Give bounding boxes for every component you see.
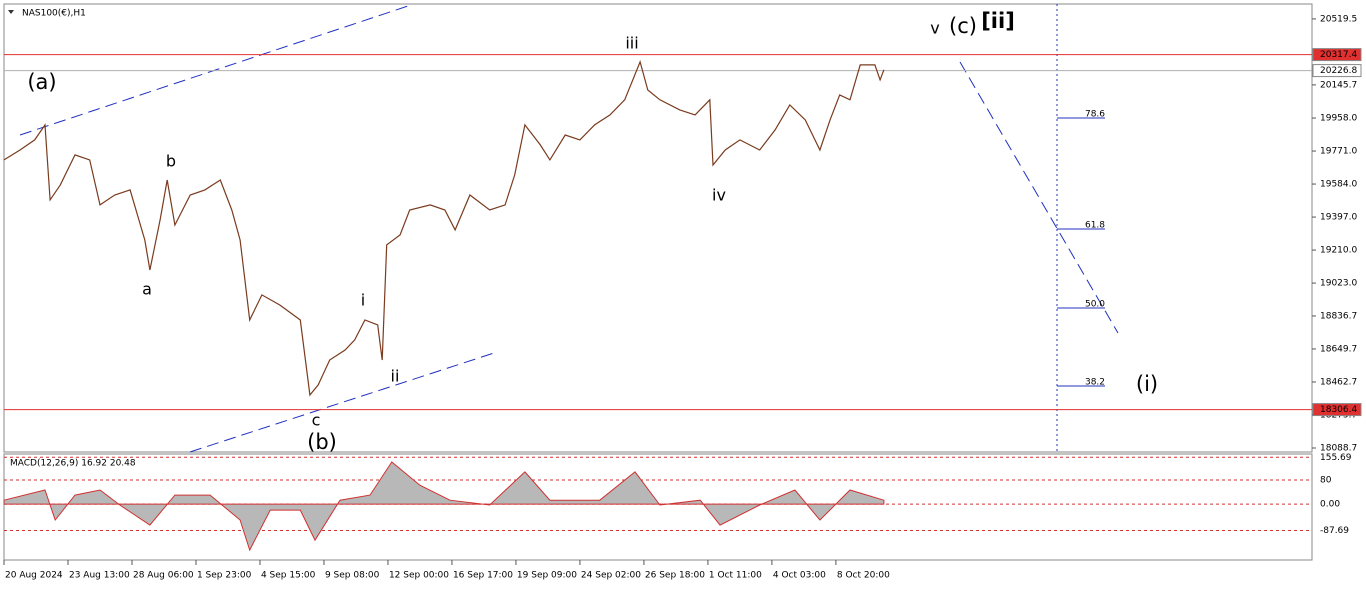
y-tick-label: 19210.0 <box>1320 246 1357 256</box>
price-label-box <box>1312 48 1362 62</box>
y-tick-label: 18088.7 <box>1320 443 1357 453</box>
wave-label: ii <box>391 367 400 386</box>
y-tick-label: 0.00 <box>1320 500 1340 510</box>
x-tick-label: 16 Sep 17:00 <box>453 571 513 581</box>
y-tick-label: 19023.0 <box>1320 279 1357 289</box>
x-tick-label: 26 Sep 18:00 <box>645 571 705 581</box>
channel-line <box>189 352 495 453</box>
wave-label: 78.6 <box>1085 110 1105 120</box>
x-tick-label: 24 Sep 02:00 <box>581 571 641 581</box>
y-tick-label: 19397.0 <box>1320 213 1357 223</box>
wave-label: c <box>312 411 321 430</box>
price-level-label: 20317.4 <box>1320 50 1357 60</box>
wave-label: (b) <box>307 430 337 454</box>
wave-label: iii <box>625 34 638 53</box>
y-tick-label: 20145.7 <box>1320 80 1357 90</box>
y-tick-label: 19771.0 <box>1320 147 1357 157</box>
x-tick-label: 8 Oct 20:00 <box>837 571 890 581</box>
projection-line <box>959 61 1119 334</box>
x-tick-label: 1 Sep 23:00 <box>197 571 252 581</box>
x-tick-label: 20 Aug 2024 <box>5 571 63 581</box>
menu-arrow <box>8 10 14 14</box>
y-tick-label: 18649.7 <box>1320 344 1357 354</box>
wave-label: 50.0 <box>1085 300 1105 310</box>
main-panel <box>3 3 1313 453</box>
x-tick-label: 1 Oct 11:00 <box>709 571 762 581</box>
y-tick-label: -87.69 <box>1320 526 1349 536</box>
wave-label: i <box>361 291 365 310</box>
macd-area <box>3 461 885 552</box>
indicator-title: MACD(12,26,9) 16.92 20.48 <box>10 459 136 469</box>
indicator-panel <box>3 453 1313 561</box>
price-label-box <box>1312 64 1362 78</box>
price-label-box <box>1312 403 1362 417</box>
wave-label: (a) <box>27 70 56 94</box>
wave-label: v <box>930 19 939 38</box>
y-tick-label: 19958.0 <box>1320 114 1357 124</box>
wave-label: 38.2 <box>1085 378 1105 388</box>
wave-label: iv <box>712 186 726 205</box>
wave-label: a <box>142 280 152 299</box>
y-tick-label: 155.69 <box>1320 453 1352 463</box>
y-tick-label: 18462.7 <box>1320 377 1357 387</box>
price-level-label: 18306.4 <box>1320 405 1357 415</box>
x-tick-label: 28 Aug 06:00 <box>133 571 194 581</box>
y-tick-label: 20519.5 <box>1320 14 1357 24</box>
y-tick-label: 80 <box>1320 476 1332 486</box>
wave-label: 61.8 <box>1085 221 1105 231</box>
y-tick-label: 18836.7 <box>1320 311 1357 321</box>
chart-title: NAS100(€),H1 <box>22 9 86 19</box>
x-tick-label: 4 Oct 03:00 <box>773 571 826 581</box>
x-tick-label: 9 Sep 08:00 <box>325 571 380 581</box>
price-line <box>3 60 885 397</box>
price-level-label: 20226.8 <box>1320 66 1357 76</box>
x-tick-label: 23 Aug 13:00 <box>69 571 130 581</box>
y-tick-label: 19584.0 <box>1320 180 1357 190</box>
wave-label: [ii] <box>981 9 1015 33</box>
x-tick-label: 19 Sep 09:00 <box>517 571 577 581</box>
x-tick-label: 12 Sep 00:00 <box>389 571 449 581</box>
wave-label: b <box>166 152 176 171</box>
wave-label: (c) <box>949 14 977 38</box>
x-tick-label: 4 Sep 15:00 <box>261 571 316 581</box>
wave-label: (i) <box>1136 372 1158 396</box>
